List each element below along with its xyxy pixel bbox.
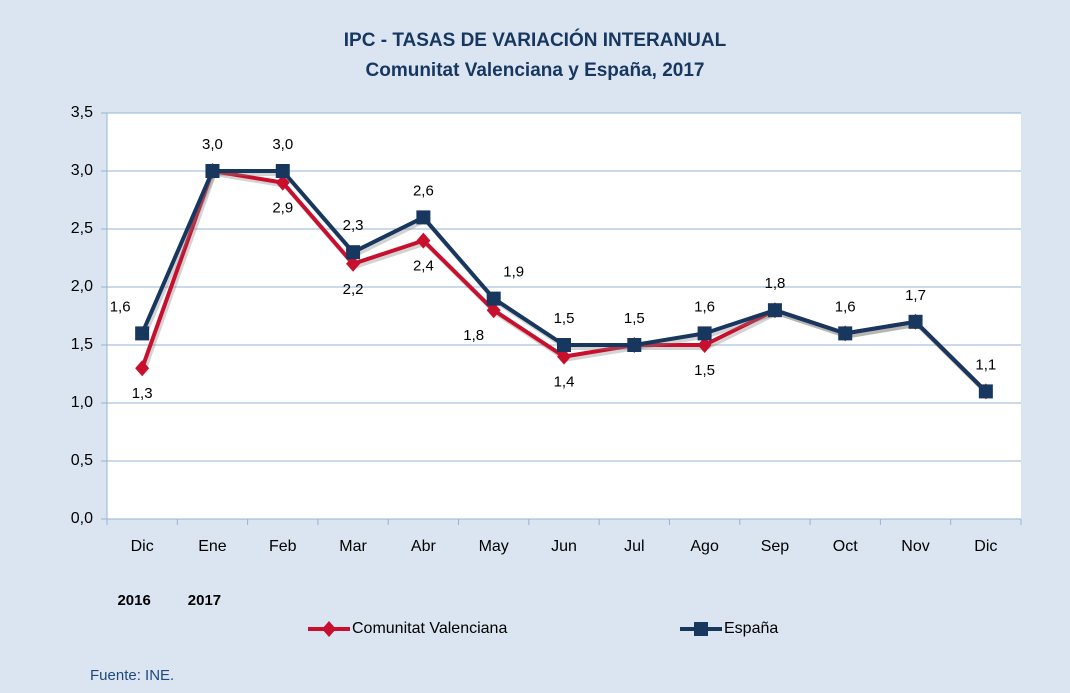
legend-marker — [322, 621, 336, 637]
point — [135, 326, 150, 341]
x-tick-label: Feb — [269, 538, 297, 555]
data-label: 1,3 — [132, 385, 153, 402]
x-tick-label: Oct — [833, 538, 858, 555]
y-tick-label: 2,0 — [71, 278, 93, 295]
legend-marker — [694, 622, 708, 636]
x-tick-label: Jul — [624, 538, 644, 555]
data-label: 1,6 — [835, 298, 856, 315]
x-tick-label: Ene — [198, 538, 227, 555]
year-label: 2016 — [117, 592, 150, 609]
data-label: 1,8 — [463, 327, 484, 344]
y-tick-label: 0,5 — [71, 452, 93, 469]
point — [416, 210, 431, 225]
point — [486, 291, 501, 306]
point — [697, 326, 712, 341]
point — [346, 245, 361, 260]
point — [135, 360, 150, 377]
data-label: 1,5 — [554, 310, 575, 327]
x-tick-label: Dic — [974, 538, 997, 555]
y-tick-label: 3,5 — [71, 104, 93, 121]
source: Fuente: INE. — [90, 667, 174, 684]
legend-label: España — [724, 620, 778, 637]
data-label: 1,8 — [764, 275, 785, 292]
point — [557, 348, 571, 365]
data-label: 2,9 — [272, 200, 293, 217]
data-label: 1,1 — [975, 356, 996, 373]
x-tick-label: Nov — [901, 538, 929, 555]
data-label: 1,6 — [694, 298, 715, 315]
point — [838, 326, 853, 341]
point — [486, 302, 501, 319]
point — [205, 164, 220, 178]
data-label: 1,5 — [624, 310, 645, 327]
data-label: 2,4 — [413, 258, 434, 275]
data-label: 2,2 — [343, 281, 364, 298]
point — [908, 314, 923, 329]
data-label: 2,6 — [413, 182, 434, 199]
x-tick-label: Dic — [131, 538, 154, 555]
data-label: 1,9 — [503, 264, 524, 281]
point — [416, 232, 431, 249]
data-label: 1,6 — [110, 298, 131, 315]
x-tick-label: May — [479, 538, 509, 555]
data-label: 1,7 — [905, 287, 926, 304]
x-tick-label: Sep — [761, 538, 790, 555]
point — [697, 337, 712, 353]
y-tick-label: 1,0 — [71, 394, 93, 411]
x-tick-label: Abr — [411, 538, 437, 555]
data-label: 1,4 — [554, 374, 575, 391]
x-tick-label: Ago — [690, 538, 719, 555]
legend-label: Comunitat Valenciana — [352, 620, 507, 637]
y-tick-label: 2,5 — [71, 220, 93, 237]
y-tick-label: 1,5 — [71, 336, 93, 353]
point — [346, 255, 361, 272]
x-tick-label: Mar — [339, 538, 367, 555]
y-tick-label: 0,0 — [71, 510, 93, 527]
point — [275, 164, 290, 178]
chart-title: IPC - TASAS DE VARIACIÓN INTERANUAL — [344, 29, 727, 51]
data-label: 3,0 — [202, 136, 223, 153]
data-label: 2,3 — [343, 217, 364, 234]
chart-subtitle: Comunitat Valenciana y España, 2017 — [366, 60, 705, 81]
point — [627, 338, 642, 352]
year-label: 2017 — [188, 592, 221, 609]
point — [275, 174, 290, 191]
x-tick-label: Jun — [551, 538, 577, 555]
data-label: 1,5 — [694, 362, 715, 379]
point — [557, 338, 571, 352]
y-tick-label: 3,0 — [71, 162, 93, 179]
data-label: 3,0 — [272, 136, 293, 153]
point — [978, 384, 993, 399]
point — [767, 303, 782, 318]
